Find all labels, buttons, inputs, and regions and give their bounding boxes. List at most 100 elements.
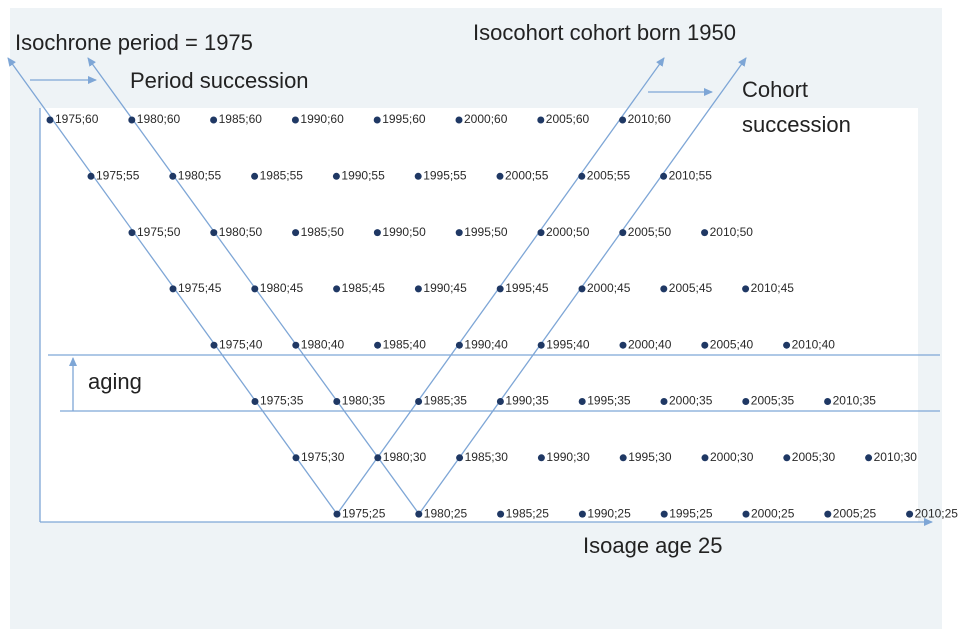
point-dot	[865, 454, 873, 462]
point-label: 2010;50	[710, 225, 754, 239]
point-dot	[456, 454, 464, 462]
point-dot	[251, 172, 259, 180]
point-label: 1990;60	[300, 112, 344, 126]
point-label: 1990;40	[464, 337, 508, 351]
point-label: 1985;45	[342, 281, 386, 295]
point-dot	[455, 116, 463, 124]
point-dot	[210, 229, 218, 237]
point-label: 2000;50	[546, 225, 590, 239]
period-succession-label: Period succession	[130, 68, 309, 93]
point-label: 1985;40	[383, 337, 427, 351]
point-dot	[414, 285, 422, 293]
point-dot	[701, 341, 709, 349]
point-label: 1975;60	[55, 112, 99, 126]
point-label: 2000;55	[505, 168, 549, 182]
point-label: 2000;40	[628, 337, 672, 351]
point-dot	[455, 341, 463, 349]
point-dot	[87, 172, 95, 180]
point-label: 1990;45	[423, 281, 467, 295]
isoage-label: Isoage age 25	[583, 533, 722, 558]
point-dot	[373, 229, 381, 237]
point-dot	[578, 398, 586, 405]
point-dot	[374, 341, 382, 349]
point-label: 1980;35	[342, 394, 386, 408]
point-label: 1980;50	[219, 225, 263, 239]
point-dot	[537, 229, 545, 237]
point-label: 1980;45	[260, 281, 304, 295]
point-dot	[292, 454, 300, 462]
point-dot	[333, 285, 341, 293]
point-label: 1980;60	[137, 112, 181, 126]
point-label: 1990;25	[587, 506, 631, 520]
point-label: 1980;25	[424, 506, 468, 520]
point-label: 2000;25	[751, 506, 795, 520]
point-label: 2005;60	[546, 112, 590, 126]
point-dot	[824, 510, 832, 518]
point-label: 2010;55	[669, 168, 713, 182]
point-label: 1980;55	[178, 168, 222, 182]
point-dot	[578, 172, 586, 180]
point-dot	[701, 454, 709, 462]
point-label: 1995;55	[423, 168, 467, 182]
point-dot	[128, 116, 136, 124]
point-label: 2000;35	[669, 394, 713, 408]
point-dot	[619, 116, 627, 124]
point-label: 1995;40	[546, 337, 590, 351]
point-label: 1995;60	[382, 112, 426, 126]
point-label: 2000;30	[710, 450, 754, 464]
point-label: 2000;45	[587, 281, 631, 295]
point-dot	[292, 341, 300, 349]
point-label: 1975;40	[219, 337, 263, 351]
point-dot	[128, 229, 136, 237]
point-dot	[619, 229, 627, 237]
point-label: 2010;45	[751, 281, 795, 295]
point-label: 1975;30	[301, 450, 345, 464]
point-label: 1995;35	[587, 394, 631, 408]
point-label: 1995;50	[464, 225, 508, 239]
point-label: 2010;30	[874, 450, 918, 464]
point-label: 1995;25	[669, 506, 713, 520]
point-dot	[374, 454, 382, 462]
point-label: 1980;30	[383, 450, 427, 464]
point-label: 1985;55	[260, 168, 304, 182]
point-label: 1975;35	[260, 394, 304, 408]
point-label: 1980;40	[301, 337, 345, 351]
point-dot	[619, 454, 627, 462]
point-dot	[783, 341, 791, 349]
point-dot	[169, 285, 177, 293]
point-dot	[537, 454, 545, 462]
point-label: 1990;30	[546, 450, 590, 464]
point-dot	[537, 116, 545, 124]
point-dot	[46, 116, 54, 124]
point-dot	[578, 285, 586, 293]
point-label: 2010;25	[915, 506, 959, 520]
point-dot	[455, 229, 463, 237]
point-dot	[906, 510, 914, 518]
point-label: 2000;60	[464, 112, 508, 126]
point-dot	[742, 285, 750, 293]
point-label: 1995;30	[628, 450, 672, 464]
point-dot	[783, 454, 791, 462]
point-label: 1985;35	[424, 394, 468, 408]
point-dot	[251, 398, 259, 405]
point-label: 1985;50	[301, 225, 345, 239]
point-label: 1990;55	[341, 168, 385, 182]
point-label: 1985;25	[506, 506, 550, 520]
point-label: 1975;55	[96, 168, 140, 182]
cohort-succession-label: succession	[742, 112, 851, 137]
point-label: 2010;40	[792, 337, 836, 351]
point-dot	[742, 398, 750, 405]
point-dot	[619, 341, 627, 349]
point-label: 1975;50	[137, 225, 181, 239]
point-dot	[210, 116, 218, 124]
point-dot	[496, 172, 504, 180]
point-dot	[333, 510, 341, 518]
point-label: 1995;45	[505, 281, 549, 295]
point-label: 2005;55	[587, 168, 631, 182]
point-dot	[660, 285, 668, 293]
point-label: 2005;45	[669, 281, 713, 295]
point-dot	[291, 116, 299, 124]
point-dot	[333, 398, 341, 405]
point-dot	[701, 229, 709, 237]
